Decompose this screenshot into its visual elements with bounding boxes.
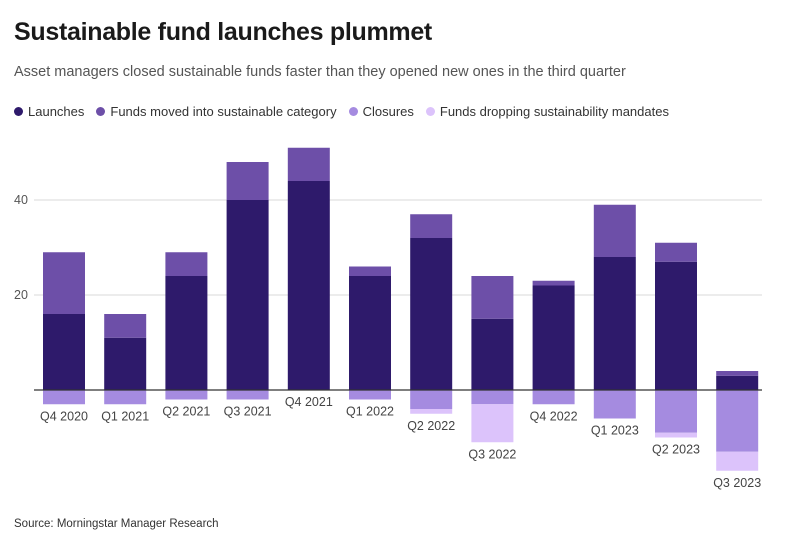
legend-label-launches: Launches <box>28 104 85 119</box>
x-tick-label-q4-2022: Q4 2022 <box>530 409 578 423</box>
x-tick-label-q4-2021: Q4 2021 <box>285 395 333 409</box>
bar-q3-2021-series-0 <box>226 200 269 390</box>
legend-swatch-launches <box>14 107 23 116</box>
bar-q4-2021-series-1 <box>287 147 330 181</box>
x-tick-label-q2-2022: Q2 2022 <box>407 419 455 433</box>
bar-q2-2022-series-0 <box>410 238 453 390</box>
bar-q1-2021-series-0 <box>104 337 147 390</box>
bar-q3-2021-series-2 <box>226 390 269 400</box>
bar-q2-2023-series-3 <box>655 432 697 438</box>
y-tick-label-20: 20 <box>14 288 28 302</box>
bar-q3-2021-series-1 <box>226 162 269 200</box>
bar-q1-2023-series-2 <box>593 390 636 419</box>
y-tick-label-40: 40 <box>14 193 28 207</box>
bar-q2-2022-series-2 <box>410 390 453 409</box>
bar-q3-2023-series-1 <box>716 371 759 376</box>
x-tick-label-q4-2020: Q4 2020 <box>40 409 88 423</box>
bar-q4-2020-series-1 <box>43 252 85 314</box>
x-tick-label-q2-2021: Q2 2021 <box>162 405 210 419</box>
chart-subtitle: Asset managers closed sustainable funds … <box>14 64 626 80</box>
legend-swatch-closures <box>348 107 358 116</box>
x-tick-label-q3-2021: Q3 2021 <box>224 405 272 419</box>
bar-q4-2020-series-2 <box>43 390 85 405</box>
bar-q3-2023-series-0 <box>716 375 759 390</box>
bar-q1-2021-series-1 <box>104 314 147 338</box>
bar-q4-2022-series-0 <box>532 285 575 390</box>
bar-q3-2023-series-2 <box>716 390 759 452</box>
legend-swatch-funds-moved <box>96 107 106 116</box>
bar-q3-2022-series-3 <box>471 404 514 443</box>
legend-item-funds-dropping: Funds dropping sustainability mandates <box>425 104 669 119</box>
bar-q2-2023-series-0 <box>655 261 697 390</box>
bar-q4-2021-series-0 <box>287 181 330 390</box>
legend-swatch-funds-dropping <box>425 107 435 116</box>
bar-q1-2022-series-2 <box>349 390 391 400</box>
bar-q2-2021-series-0 <box>165 276 208 390</box>
x-tick-label-q1-2021: Q1 2021 <box>101 409 149 423</box>
bar-q2-2022-series-1 <box>410 214 453 238</box>
bar-q1-2022-series-0 <box>349 276 391 390</box>
legend-label-funds-dropping: Funds dropping sustainability mandates <box>439 104 669 119</box>
bar-q1-2023-series-1 <box>593 204 636 257</box>
bar-q4-2022-series-1 <box>532 280 575 286</box>
bar-q2-2021-series-2 <box>165 390 208 400</box>
x-tick-label-q3-2022: Q3 2022 <box>468 447 516 461</box>
bar-q3-2022-series-2 <box>471 390 514 405</box>
bar-q3-2022-series-0 <box>471 318 514 390</box>
legend-item-launches: Launches <box>14 104 84 119</box>
bar-q1-2021-series-2 <box>104 390 147 405</box>
bar-q3-2023-series-3 <box>716 451 759 471</box>
bar-q2-2022-series-3 <box>410 409 453 414</box>
legend-label-closures: Closures <box>362 104 414 119</box>
x-tick-label-q1-2023: Q1 2023 <box>591 424 639 438</box>
bar-q3-2022-series-1 <box>471 276 514 319</box>
bar-q4-2022-series-2 <box>532 390 575 405</box>
bar-q1-2023-series-0 <box>593 257 636 390</box>
chart-title: Sustainable fund launches plummet <box>14 18 432 46</box>
bar-q2-2023-series-1 <box>655 242 697 262</box>
legend-item-funds-moved: Funds moved into sustainable category <box>96 104 337 119</box>
bar-q4-2020-series-0 <box>43 314 85 390</box>
bar-q2-2023-series-2 <box>655 390 697 433</box>
legend-item-closures: Closures <box>348 104 414 119</box>
x-tick-label-q1-2022: Q1 2022 <box>346 405 394 419</box>
bar-q2-2021-series-1 <box>165 252 208 276</box>
bar-q1-2022-series-1 <box>349 266 391 276</box>
source-note: Source: Morningstar Manager Research <box>14 518 219 530</box>
legend-label-funds-moved: Funds moved into sustainable category <box>110 104 337 119</box>
x-tick-label-q3-2023: Q3 2023 <box>713 476 761 490</box>
legend: Launches Funds moved into sustainable ca… <box>14 104 669 119</box>
x-tick-label-q2-2023: Q2 2023 <box>652 443 700 457</box>
